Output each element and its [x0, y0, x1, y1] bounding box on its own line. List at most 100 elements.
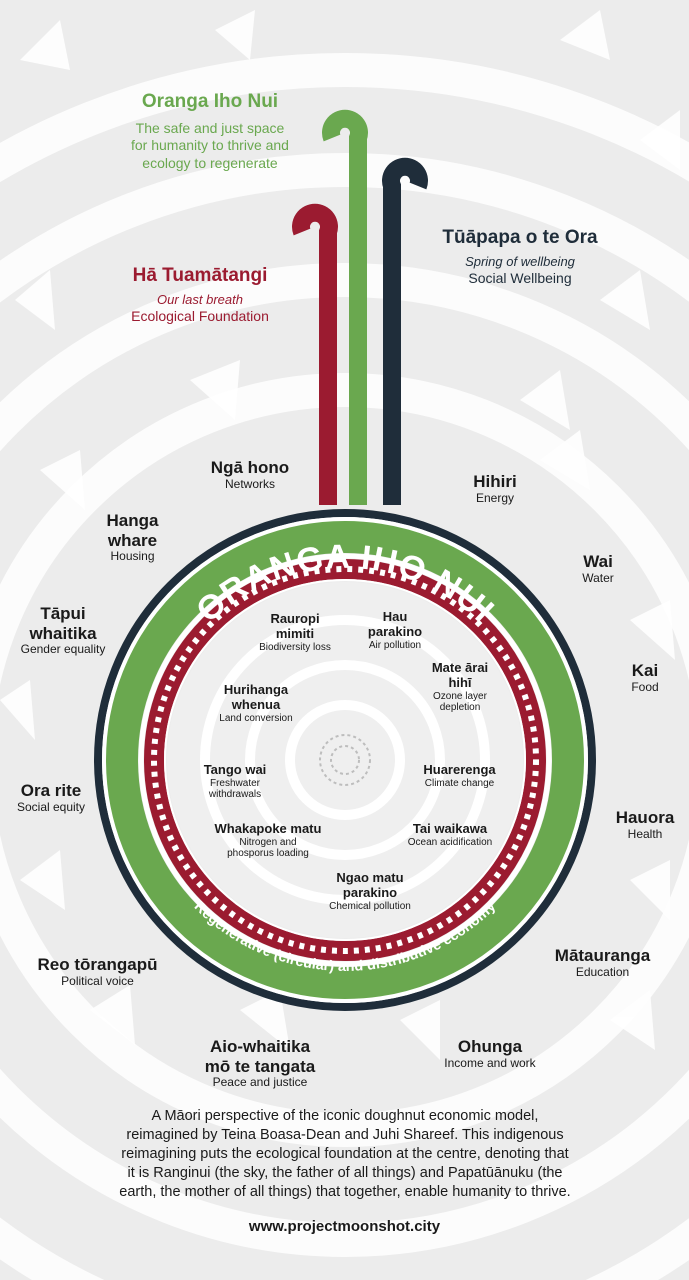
outer-main: Kai: [631, 661, 659, 680]
background-spiral: [0, 53, 689, 1280]
inner-main: Huarerenga: [423, 762, 496, 777]
outer-sub: Housing: [110, 549, 155, 564]
header-pipes: [292, 109, 428, 505]
green-line-1: The safe and just space: [135, 119, 285, 136]
inner-sub: Freshwater: [209, 777, 260, 789]
outer-label-housing: Hanga whare Housing: [85, 511, 180, 564]
outer-sub: Income and work: [444, 1055, 536, 1070]
inner-main: Hau: [382, 609, 408, 624]
inner-main: Whakapoke matu: [214, 821, 322, 836]
green-line-2: for humanity to thrive and: [131, 137, 289, 154]
red-ring-inner-border: [164, 579, 526, 941]
outer-sub: Energy: [475, 490, 515, 505]
navy-name: Social Wellbeing: [468, 270, 572, 286]
green-pipe: [322, 109, 368, 505]
inner-sub: Biodiversity loss: [259, 641, 331, 653]
inner-label-climate: Huarerenga Climate change: [412, 762, 507, 789]
outer-main: whaitika: [29, 623, 97, 643]
outer-main: Tāpui: [40, 604, 86, 623]
inner-main: whenua: [231, 696, 281, 712]
outer-main: Wai: [583, 552, 613, 571]
inner-sub: Ozone layer: [433, 690, 487, 702]
outer-sub: Food: [631, 679, 659, 694]
outer-main: Mātauranga: [554, 946, 651, 965]
header-green: Oranga Iho Nui The safe and just space f…: [95, 90, 325, 172]
background-triangle-pattern: [0, 10, 680, 1060]
outer-label-peace-justice: Aio-whaitika mō te tangata Peace and jus…: [185, 1037, 335, 1090]
outer-label-health: Hauora Health: [605, 808, 685, 841]
green-line-3: ecology to regenerate: [142, 154, 278, 171]
white-gap-ring: [102, 517, 588, 1003]
outer-label-education: Mātauranga Education: [540, 946, 665, 979]
inner-sub: Ocean acidification: [407, 836, 493, 848]
outer-label-gender: Tāpui whaitika Gender equality: [8, 604, 118, 657]
outer-label-income-work: Ohunga Income and work: [425, 1037, 555, 1070]
inner-main: mimiti: [275, 625, 315, 641]
caption-line: reimagined by Teina Boasa-Dean and Juhi …: [126, 1127, 564, 1143]
inner-main: hihī: [448, 674, 472, 690]
inner-main: parakino: [367, 623, 423, 639]
outer-main: Reo tōrangapū: [37, 955, 158, 974]
inner-sub: Climate change: [424, 777, 495, 789]
outer-main: Ohunga: [457, 1037, 523, 1056]
inner-field: [167, 582, 523, 938]
caption-line: earth, the mother of all things) that to…: [119, 1184, 571, 1200]
inner-sub: Air pollution: [368, 639, 422, 651]
outer-main: Aio-whaitika: [209, 1037, 311, 1056]
inner-label-ocean: Tai waikawa Ocean acidification: [395, 821, 505, 848]
green-title: Oranga Iho Nui: [141, 91, 279, 112]
inner-main: Ngao matu: [336, 870, 404, 885]
outer-main: Ngā hono: [210, 458, 290, 477]
red-ring-pattern: [151, 566, 539, 954]
outer-sub: Gender equality: [20, 642, 106, 657]
inner-main: parakino: [342, 884, 398, 900]
inner-sub: withdrawals: [208, 789, 262, 801]
inner-main: Tango wai: [203, 762, 267, 777]
navy-pipe: [382, 157, 428, 505]
caption-line: A Māori perspective of the iconic doughn…: [151, 1108, 539, 1124]
inner-main: Tai waikawa: [412, 821, 488, 836]
inner-label-nitrogen: Whakapoke matu Nitrogen and phosporus lo…: [198, 821, 338, 860]
navy-outer-ring: [94, 509, 596, 1011]
outer-label-social-equity: Ora rite Social equity: [5, 781, 97, 814]
outer-main: mō te tangata: [204, 1056, 316, 1076]
inner-sub: depletion: [439, 702, 481, 714]
inner-label-land-conversion: Hurihanga whenua Land conversion: [206, 682, 306, 724]
inner-label-biodiversity: Rauropi mimiti Biodiversity loss: [245, 611, 345, 653]
green-ring: [106, 521, 584, 999]
inner-label-air-pollution: Hau parakino Air pollution: [355, 609, 435, 651]
inner-sub: phosporus loading: [227, 848, 309, 860]
outer-sub: Networks: [224, 476, 275, 491]
navy-italic: Spring of wellbeing: [465, 253, 575, 269]
red-italic: Our last breath: [157, 291, 243, 307]
outer-main: Hauora: [615, 808, 675, 827]
outer-sub: Health: [627, 826, 663, 841]
inner-sub: Land conversion: [219, 712, 293, 724]
header-navy: Tūāpapa o te Ora Spring of wellbeing Soc…: [420, 226, 620, 288]
outer-main: Ora rite: [20, 781, 82, 800]
header-red: Hā Tuamātangi Our last breath Ecological…: [105, 264, 295, 326]
website-url[interactable]: www.projectmoonshot.city: [248, 1218, 441, 1235]
red-title: Hā Tuamātangi: [132, 265, 268, 286]
outer-label-food: Kai Food: [615, 661, 675, 694]
inner-sub: Nitrogen and: [239, 836, 297, 848]
caption-line: it is Ranginui (the sky, the father of a…: [127, 1165, 563, 1181]
inner-sub: Chemical pollution: [329, 900, 411, 912]
outer-main: whare: [107, 530, 158, 550]
inner-label-freshwater: Tango wai Freshwater withdrawals: [190, 762, 280, 801]
center-rosette: [319, 734, 371, 786]
outer-main: Hanga: [106, 511, 159, 530]
caption-line: reimagining puts the ecological foundati…: [121, 1146, 569, 1162]
inner-main: Hurihanga: [223, 682, 289, 697]
inner-label-chemical: Ngao matu parakino Chemical pollution: [315, 870, 425, 912]
inner-spiral: [200, 615, 490, 905]
inner-main: Mate ārai: [431, 660, 489, 675]
red-pipe: [292, 203, 338, 505]
caption: A Māori perspective of the iconic doughn…: [40, 1107, 650, 1202]
white-gap-ring-2: [138, 553, 552, 967]
outer-sub: Political voice: [61, 973, 134, 988]
outer-label-energy: Hihiri Energy: [445, 472, 545, 505]
navy-title: Tūāpapa o te Ora: [442, 227, 598, 248]
outer-label-political-voice: Reo tōrangapū Political voice: [25, 955, 170, 988]
